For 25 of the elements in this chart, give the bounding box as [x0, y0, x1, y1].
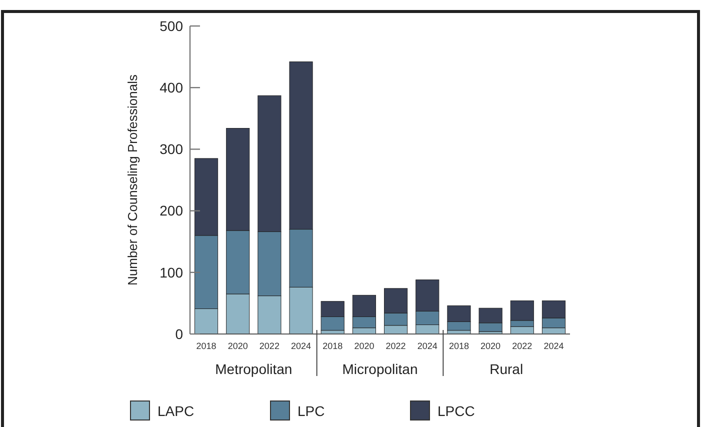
x-tick-label: 2020	[480, 341, 501, 351]
x-tick-label: 2022	[386, 341, 406, 351]
y-tick-label: 0	[175, 326, 184, 342]
y-axis-title: Number of Counseling Professionals	[125, 74, 140, 286]
x-tick-label: 2020	[354, 341, 374, 351]
y-tick-label: 400	[160, 80, 184, 96]
x-tick-label: 2018	[322, 341, 343, 351]
x-tick-label: 2024	[291, 341, 312, 351]
text: Rural	[490, 361, 524, 377]
x-tick-label: 2022	[512, 341, 532, 351]
y-tick-label: 200	[160, 202, 184, 219]
legend-label: LPC	[298, 402, 325, 419]
text: Metropolitan	[215, 361, 292, 377]
x-tick-label: 2024	[417, 341, 438, 351]
x-tick-label: 2018	[196, 341, 216, 351]
y-tick-label: 500	[160, 18, 184, 34]
y-tick-label: 300	[160, 141, 184, 158]
y-tick-label: 100	[160, 264, 184, 280]
legend-label: LPCC	[438, 402, 475, 419]
x-tick-label: 2018	[448, 341, 469, 351]
text: Micropolitan	[342, 361, 418, 377]
x-tick-label: 2020	[228, 341, 248, 351]
x-tick-label: 2024	[544, 341, 564, 351]
legend-label: LAPC	[158, 402, 194, 419]
x-tick-label: 2022	[259, 341, 280, 351]
